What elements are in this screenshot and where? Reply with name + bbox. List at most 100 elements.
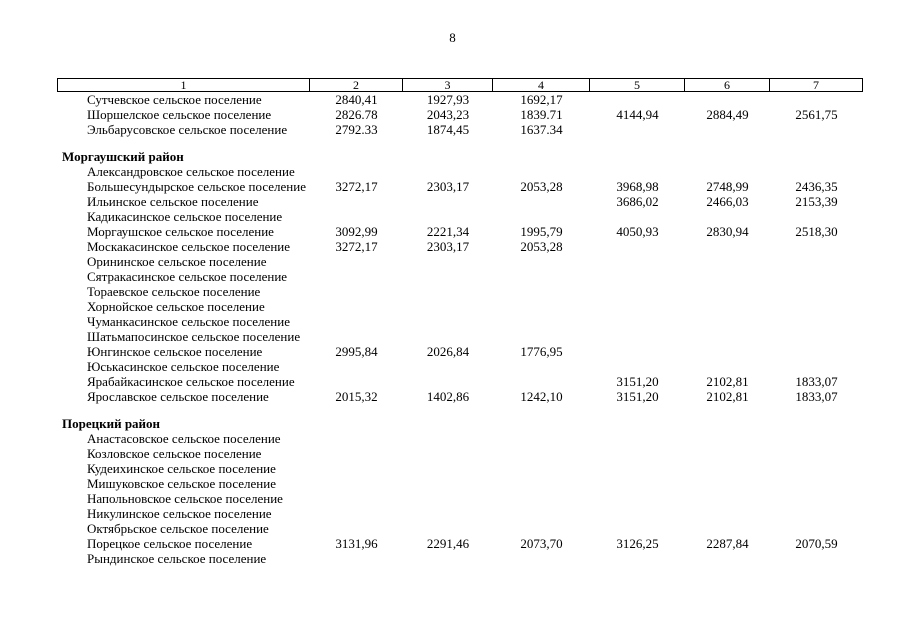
value-col-3: 1402,86 <box>426 389 470 404</box>
value-col-3 <box>403 506 493 521</box>
value-col-2 <box>310 284 403 299</box>
settlement-name: Сутчевское сельское поселение <box>87 92 262 107</box>
value-col-6 <box>685 491 770 506</box>
settlement-row: Сутчевское сельское поселение 2840,41 1927… <box>57 92 863 107</box>
value-col-4 <box>493 551 590 566</box>
district-name: Моргаушский район <box>62 149 184 164</box>
settlement-name: Чуманкасинское сельское поселение <box>87 314 290 329</box>
value-col-3: 1874,45 <box>426 122 470 137</box>
value-col-3 <box>403 446 493 461</box>
value-col-5: 3151,20 <box>616 389 659 404</box>
value-col-7 <box>770 254 863 269</box>
settlement-row: Ярославское сельское поселение 2015,32 140… <box>57 389 863 404</box>
column-header-1: 1 <box>57 79 310 91</box>
value-col-4 <box>493 209 590 224</box>
value-col-3 <box>403 521 493 536</box>
settlement-name: Рындинское сельское поселение <box>87 551 267 566</box>
value-col-6 <box>685 269 770 284</box>
value-col-3 <box>403 299 493 314</box>
value-col-6 <box>685 506 770 521</box>
settlement-row: Тораевское сельское поселение <box>57 284 863 299</box>
value-col-2: 2015,32 <box>335 389 378 404</box>
value-col-3: 2026,84 <box>426 344 470 359</box>
value-col-4 <box>493 284 590 299</box>
value-col-6 <box>685 239 770 254</box>
value-col-2 <box>310 329 403 344</box>
value-col-7 <box>770 284 863 299</box>
column-header-3: 3 <box>403 79 493 91</box>
value-col-2 <box>310 269 403 284</box>
value-col-5 <box>590 122 685 137</box>
settlement-name: Кудеихинское сельское поселение <box>87 461 276 476</box>
value-col-2: 3272,17 <box>335 179 378 194</box>
settlement-row: Порецкое сельское поселение 3131,96 2291,4… <box>57 536 863 551</box>
value-col-2 <box>310 551 403 566</box>
value-col-3 <box>403 491 493 506</box>
value-col-2: 3272,17 <box>335 239 378 254</box>
value-col-5: 4050,93 <box>616 224 659 239</box>
settlement-name: Александровское сельское поселение <box>87 164 295 179</box>
value-col-5 <box>590 491 685 506</box>
settlement-name: Юськасинское сельское поселение <box>87 359 280 374</box>
value-col-7 <box>770 344 863 359</box>
value-col-7 <box>770 122 863 137</box>
value-col-7: 1833,07 <box>795 389 838 404</box>
value-col-5 <box>590 521 685 536</box>
settlement-name: Ярабайкасинское сельское поселение <box>87 374 295 389</box>
value-col-2 <box>310 299 403 314</box>
value-col-3: 2303,17 <box>426 179 470 194</box>
value-col-5 <box>590 329 685 344</box>
value-col-5: 3686,02 <box>616 194 659 209</box>
value-col-2: 2826.78 <box>335 107 378 122</box>
settlement-row: Эльбарусовское сельское поселение 2792.33… <box>57 122 863 137</box>
value-col-7: 2518,30 <box>795 224 838 239</box>
value-col-6 <box>685 431 770 446</box>
value-col-2: 2792.33 <box>335 122 378 137</box>
table-body: Сутчевское сельское поселение 2840,41 1927… <box>57 92 863 566</box>
value-col-4 <box>493 476 590 491</box>
value-col-3 <box>403 374 493 389</box>
column-header-5: 5 <box>590 79 685 91</box>
value-col-4 <box>493 164 590 179</box>
settlement-name: Эльбарусовское сельское поселение <box>87 122 288 137</box>
value-col-7 <box>770 314 863 329</box>
value-col-3 <box>403 431 493 446</box>
value-col-3 <box>403 329 493 344</box>
value-col-6 <box>685 254 770 269</box>
settlement-row: Мишуковское сельское поселение <box>57 476 863 491</box>
settlement-row: Кудеихинское сельское поселение <box>57 461 863 476</box>
value-col-6: 2466,03 <box>706 194 749 209</box>
settlement-row: Анастасовское сельское поселение <box>57 431 863 446</box>
settlement-row: Чуманкасинское сельское поселение <box>57 314 863 329</box>
settlement-row: Большесундырское сельское поселение 3272,… <box>57 179 863 194</box>
value-col-5 <box>590 164 685 179</box>
value-col-6: 2830,94 <box>706 224 749 239</box>
value-col-5 <box>590 431 685 446</box>
value-col-3 <box>403 476 493 491</box>
settlement-row: Козловское сельское поселение <box>57 446 863 461</box>
value-col-3 <box>403 254 493 269</box>
settlement-row: Юськасинское сельское поселение <box>57 359 863 374</box>
value-col-7: 1833,07 <box>795 374 838 389</box>
settlement-name: Ильинское сельское поселение <box>87 194 259 209</box>
value-col-4 <box>493 506 590 521</box>
settlement-name: Мишуковское сельское поселение <box>87 476 276 491</box>
value-col-4: 1692,17 <box>520 92 563 107</box>
value-col-7 <box>770 164 863 179</box>
value-col-7: 2153,39 <box>795 194 838 209</box>
value-col-4: 2053,28 <box>520 179 563 194</box>
settlement-name: Хорнойское сельское поселение <box>87 299 265 314</box>
value-col-6 <box>685 446 770 461</box>
value-col-4 <box>493 431 590 446</box>
value-col-2 <box>310 194 403 209</box>
value-col-6: 2748,99 <box>706 179 749 194</box>
settlement-row: Москакасинское сельское поселение 3272,17… <box>57 239 863 254</box>
value-col-7 <box>770 506 863 521</box>
settlement-row: Рындинское сельское поселение <box>57 551 863 566</box>
value-col-3: 2291,46 <box>426 536 470 551</box>
value-col-6 <box>685 164 770 179</box>
value-col-2 <box>310 461 403 476</box>
value-col-2: 2995,84 <box>335 344 378 359</box>
value-col-2 <box>310 506 403 521</box>
